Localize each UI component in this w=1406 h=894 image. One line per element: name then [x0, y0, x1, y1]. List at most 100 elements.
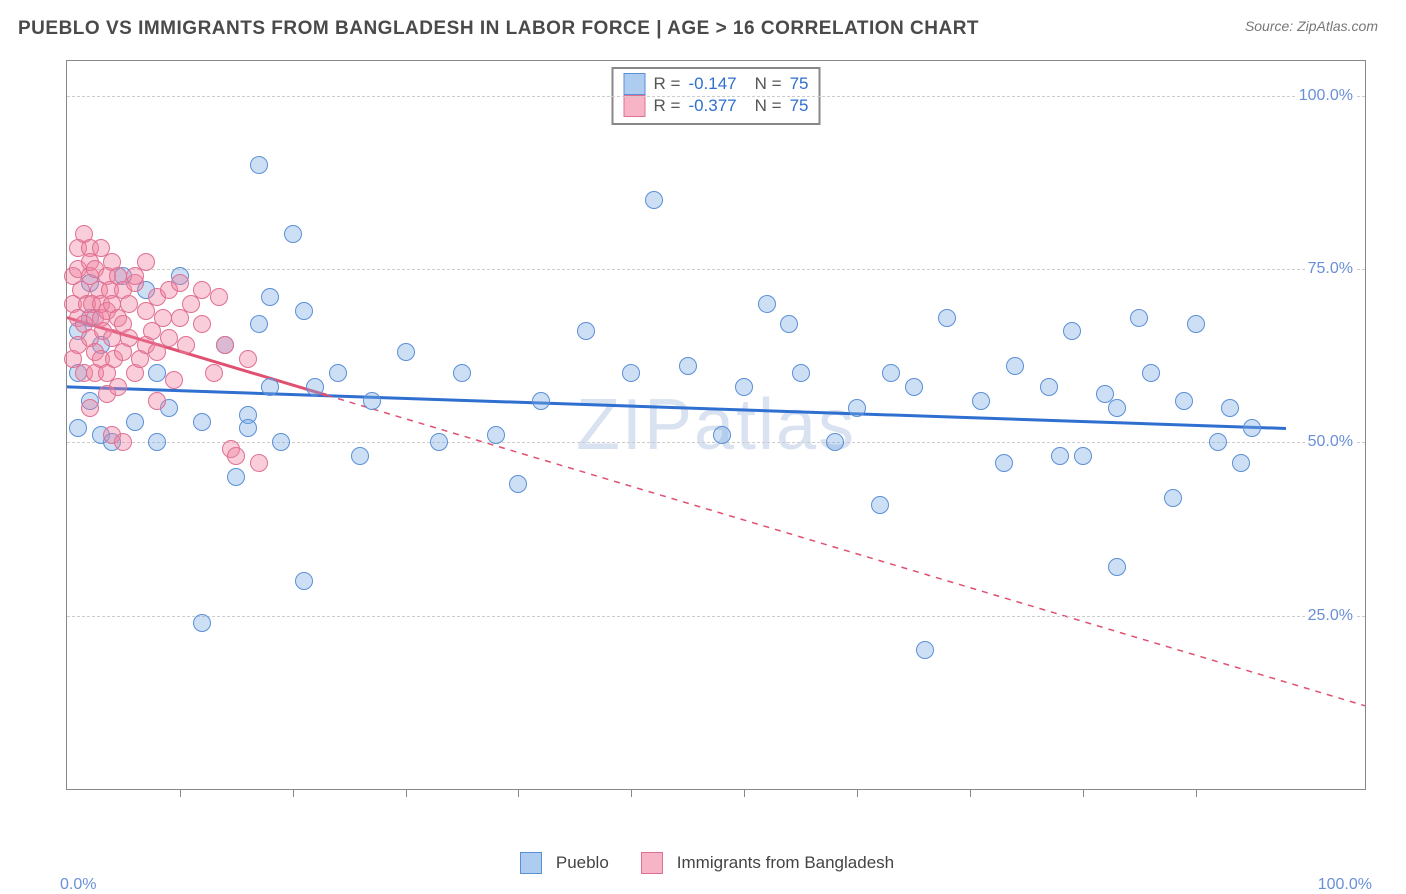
data-point — [397, 343, 415, 361]
data-point — [126, 413, 144, 431]
data-point — [250, 156, 268, 174]
watermark-text: ZIPatlas — [576, 384, 856, 466]
chart-header: PUEBLO VS IMMIGRANTS FROM BANGLADESH IN … — [0, 0, 1406, 40]
data-point — [216, 336, 234, 354]
data-point — [1243, 419, 1261, 437]
data-point — [871, 496, 889, 514]
data-point — [622, 364, 640, 382]
data-point — [193, 281, 211, 299]
data-point — [1142, 364, 1160, 382]
y-tick-label: 100.0% — [1297, 87, 1355, 105]
x-tick — [293, 789, 294, 797]
data-point — [848, 399, 866, 417]
x-tick — [857, 789, 858, 797]
x-tick — [180, 789, 181, 797]
data-point — [227, 447, 245, 465]
data-point — [780, 315, 798, 333]
data-point — [329, 364, 347, 382]
data-point — [679, 357, 697, 375]
data-point — [154, 309, 172, 327]
data-point — [882, 364, 900, 382]
data-point — [1108, 399, 1126, 417]
data-point — [114, 433, 132, 451]
chart-title: PUEBLO VS IMMIGRANTS FROM BANGLADESH IN … — [18, 18, 979, 40]
legend-swatch — [520, 852, 542, 874]
x-tick — [406, 789, 407, 797]
stats-row: R = -0.147N = 75 — [624, 73, 809, 95]
gridline — [67, 616, 1365, 617]
x-tick — [1196, 789, 1197, 797]
data-point — [109, 378, 127, 396]
x-tick — [744, 789, 745, 797]
data-point — [532, 392, 550, 410]
data-point — [171, 274, 189, 292]
data-point — [165, 371, 183, 389]
data-point — [1063, 322, 1081, 340]
stat-r-value: -0.377 — [688, 96, 736, 116]
stat-r-label: R = — [654, 96, 681, 116]
data-point — [645, 191, 663, 209]
data-point — [69, 419, 87, 437]
data-point — [193, 614, 211, 632]
data-point — [363, 392, 381, 410]
data-point — [826, 433, 844, 451]
data-point — [148, 364, 166, 382]
data-point — [1232, 454, 1250, 472]
data-point — [272, 433, 290, 451]
stat-r-value: -0.147 — [688, 74, 736, 94]
data-point — [250, 454, 268, 472]
x-axis-min-label: 0.0% — [60, 876, 96, 894]
x-tick — [1083, 789, 1084, 797]
data-point — [193, 315, 211, 333]
x-tick — [631, 789, 632, 797]
data-point — [261, 288, 279, 306]
gridline — [67, 96, 1365, 97]
data-point — [509, 475, 527, 493]
data-point — [295, 572, 313, 590]
data-point — [81, 399, 99, 417]
chart-source: Source: ZipAtlas.com — [1245, 18, 1378, 34]
data-point — [487, 426, 505, 444]
data-point — [972, 392, 990, 410]
stat-n-label: N = — [755, 96, 782, 116]
chart-legend: Pueblo Immigrants from Bangladesh — [66, 852, 1366, 874]
gridline — [67, 269, 1365, 270]
data-point — [758, 295, 776, 313]
data-point — [905, 378, 923, 396]
data-point — [916, 641, 934, 659]
y-tick-label: 50.0% — [1306, 433, 1355, 451]
data-point — [453, 364, 471, 382]
stat-n-value: 75 — [790, 74, 809, 94]
legend-label: Pueblo — [556, 853, 609, 873]
data-point — [148, 433, 166, 451]
y-tick-label: 25.0% — [1306, 607, 1355, 625]
data-point — [938, 309, 956, 327]
data-point — [120, 329, 138, 347]
stat-r-label: R = — [654, 74, 681, 94]
x-tick — [970, 789, 971, 797]
data-point — [193, 413, 211, 431]
data-point — [1221, 399, 1239, 417]
data-point — [261, 378, 279, 396]
data-point — [239, 350, 257, 368]
data-point — [1164, 489, 1182, 507]
data-point — [1187, 315, 1205, 333]
stats-row: R = -0.377N = 75 — [624, 95, 809, 117]
data-point — [210, 288, 228, 306]
data-point — [351, 447, 369, 465]
data-point — [1074, 447, 1092, 465]
data-point — [284, 225, 302, 243]
data-point — [177, 336, 195, 354]
x-tick — [518, 789, 519, 797]
chart-area: In Labor Force | Age > 16 ZIPatlas R = -… — [18, 52, 1388, 832]
data-point — [160, 329, 178, 347]
data-point — [430, 433, 448, 451]
data-point — [1130, 309, 1148, 327]
data-point — [137, 253, 155, 271]
legend-label: Immigrants from Bangladesh — [677, 853, 894, 873]
data-point — [1051, 447, 1069, 465]
data-point — [577, 322, 595, 340]
data-point — [306, 378, 324, 396]
data-point — [713, 426, 731, 444]
data-point — [1108, 558, 1126, 576]
